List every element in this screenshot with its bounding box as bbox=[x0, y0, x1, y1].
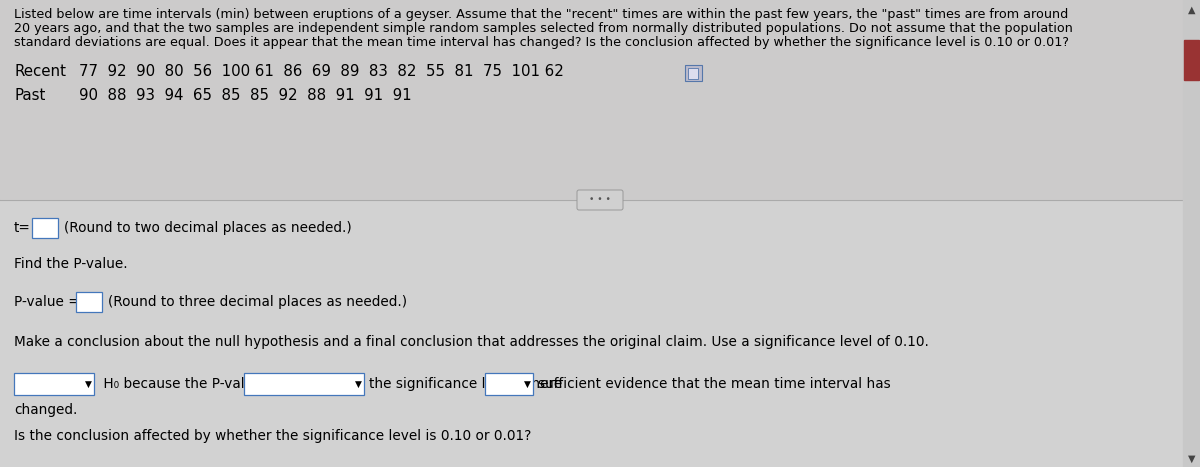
Bar bbox=[14, 373, 94, 395]
Text: standard deviations are equal. Does it appear that the mean time interval has ch: standard deviations are equal. Does it a… bbox=[14, 36, 1069, 49]
Text: changed.: changed. bbox=[14, 403, 77, 417]
Text: 77  92  90  80  56  100 61  86  69  89  83  82  55  81  75  101 62: 77 92 90 80 56 100 61 86 69 89 83 82 55 … bbox=[79, 64, 564, 79]
Text: ▼: ▼ bbox=[354, 380, 361, 389]
Bar bbox=[0, 200, 1183, 467]
Text: 20 years ago, and that the two samples are independent simple random samples sel: 20 years ago, and that the two samples a… bbox=[14, 22, 1073, 35]
Text: H₀ because the P-value is: H₀ because the P-value is bbox=[98, 377, 277, 391]
Text: P-value =: P-value = bbox=[14, 295, 79, 309]
Bar bbox=[485, 373, 533, 395]
Bar bbox=[0, 0, 1183, 200]
Text: (Round to two decimal places as needed.): (Round to two decimal places as needed.) bbox=[64, 221, 352, 235]
Bar bbox=[685, 65, 702, 81]
Bar bbox=[32, 218, 58, 238]
FancyBboxPatch shape bbox=[577, 190, 623, 210]
Text: ▼: ▼ bbox=[523, 380, 530, 389]
Text: Recent: Recent bbox=[14, 64, 66, 79]
Text: Past: Past bbox=[14, 89, 46, 104]
Text: sufficient evidence that the mean time interval has: sufficient evidence that the mean time i… bbox=[538, 377, 890, 391]
Text: Find the P-value.: Find the P-value. bbox=[14, 257, 127, 271]
Text: ▼: ▼ bbox=[84, 380, 91, 389]
Bar bbox=[244, 373, 364, 395]
Text: Make a conclusion about the null hypothesis and a final conclusion that addresse: Make a conclusion about the null hypothe… bbox=[14, 335, 929, 349]
Bar bbox=[688, 68, 698, 79]
Bar bbox=[1184, 40, 1199, 80]
Bar bbox=[76, 292, 102, 312]
Text: the significance level. There: the significance level. There bbox=[370, 377, 563, 391]
Text: 90  88  93  94  65  85  85  92  88  91  91  91: 90 88 93 94 65 85 85 92 88 91 91 91 bbox=[79, 89, 412, 104]
Bar bbox=[1183, 0, 1200, 467]
Text: ▲: ▲ bbox=[1188, 5, 1195, 15]
Text: t=: t= bbox=[14, 221, 31, 235]
Text: Is the conclusion affected by whether the significance level is 0.10 or 0.01?: Is the conclusion affected by whether th… bbox=[14, 429, 532, 443]
Text: (Round to three decimal places as needed.): (Round to three decimal places as needed… bbox=[108, 295, 407, 309]
Text: • • •: • • • bbox=[589, 196, 611, 205]
Text: ▼: ▼ bbox=[1188, 454, 1195, 464]
Text: Listed below are time intervals (min) between eruptions of a geyser. Assume that: Listed below are time intervals (min) be… bbox=[14, 8, 1068, 21]
